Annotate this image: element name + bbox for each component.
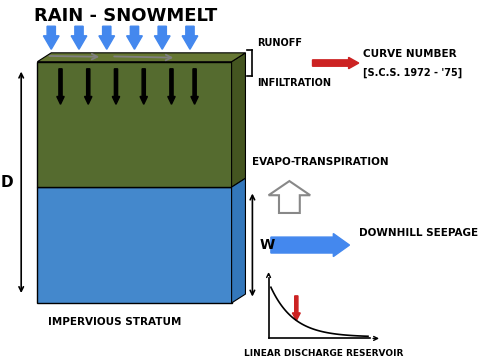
Text: [S.C.S. 1972 - '75]: [S.C.S. 1972 - '75] <box>364 67 463 78</box>
Text: LINEAR DISCHARGE RESERVOIR: LINEAR DISCHARGE RESERVOIR <box>245 349 404 358</box>
FancyArrow shape <box>71 26 87 49</box>
Text: EVAPO-TRANSPIRATION: EVAPO-TRANSPIRATION <box>252 157 389 167</box>
FancyArrow shape <box>292 296 300 321</box>
FancyArrow shape <box>112 69 120 104</box>
FancyArrow shape <box>99 26 115 49</box>
FancyArrow shape <box>182 26 198 49</box>
FancyArrow shape <box>271 234 350 257</box>
FancyArrow shape <box>85 69 92 104</box>
Text: CURVE NUMBER: CURVE NUMBER <box>364 49 457 60</box>
Polygon shape <box>232 178 246 303</box>
FancyArrow shape <box>191 69 198 104</box>
FancyArrow shape <box>43 26 59 49</box>
FancyArrow shape <box>168 69 175 104</box>
Text: D: D <box>1 175 13 190</box>
Polygon shape <box>268 181 310 213</box>
FancyArrow shape <box>154 26 170 49</box>
Text: INFILTRATION: INFILTRATION <box>257 78 331 88</box>
Bar <box>37 187 232 303</box>
Text: RAIN - SNOWMELT: RAIN - SNOWMELT <box>33 7 217 25</box>
FancyArrow shape <box>57 69 64 104</box>
Text: W: W <box>259 238 274 252</box>
FancyArrow shape <box>313 57 359 69</box>
Polygon shape <box>37 53 246 62</box>
FancyArrow shape <box>140 69 147 104</box>
Polygon shape <box>232 53 246 187</box>
Text: DOWNHILL SEEPAGE: DOWNHILL SEEPAGE <box>359 228 478 238</box>
FancyArrow shape <box>126 26 142 49</box>
Bar <box>37 62 232 187</box>
Text: RUNOFF: RUNOFF <box>257 38 302 48</box>
Text: IMPERVIOUS STRATUM: IMPERVIOUS STRATUM <box>48 317 182 327</box>
